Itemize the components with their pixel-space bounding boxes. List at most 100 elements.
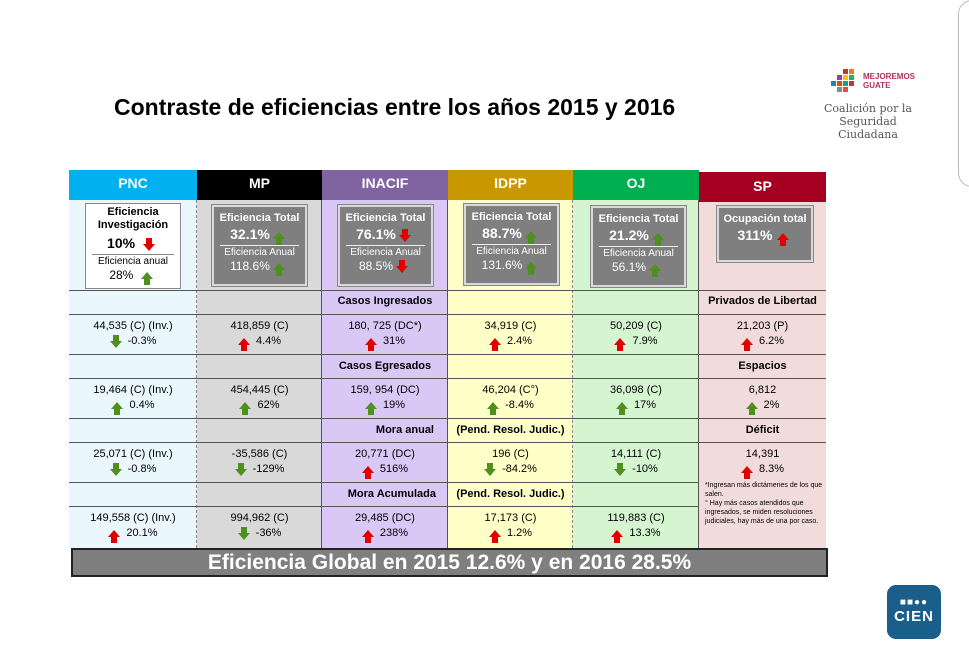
label-mora-anual: Mora anual [322,424,448,436]
header-sp: SP [699,172,826,202]
mp-annual-label: Eficiencia Anual [220,245,299,258]
change-value: 6.2% [758,335,785,347]
arrow-up-icon [237,337,250,351]
arrow-up-icon [361,465,374,479]
table-cell: 19,464 (C) (Inv.) 0.4% [69,383,197,415]
arrow-up-icon [651,232,664,246]
cell-value: 25,071 (C) (Inv.) [93,448,173,460]
divider [69,482,699,483]
table-cell: -35,586 (C) -129% [197,447,322,477]
cell-change: 238% [322,526,448,543]
logo-subtitle-1: Coalición por la [823,102,912,115]
arrow-up-icon [611,529,624,543]
table-cell: 20,771 (DC) 516% [322,447,448,479]
table-cell: 180, 725 (DC*) 31% [322,319,448,351]
table-cell: 6,812 2% [699,383,826,415]
divider [196,200,197,548]
page-title: Contraste de eficiencias entre los años … [114,94,676,120]
cell-value: 50,209 (C) [610,320,662,332]
table-cell: 994,962 (C) -36% [197,511,322,541]
divider [69,314,826,315]
cell-value: 44,535 (C) (Inv.) [93,320,173,332]
cell-change: -0.3% [69,334,197,349]
cell-change: -0.8% [69,462,197,477]
cell-value: 119,883 (C) [607,512,665,524]
label-pend-resol-2: (Pend. Resol. Judic.) [456,488,565,500]
header-oj: OJ [573,170,699,200]
divider [572,200,573,548]
cell-change: -36% [197,526,322,541]
arrow-up-icon [524,230,537,244]
arrow-up-icon [487,401,500,415]
cell-change: 13.3% [573,526,699,543]
cell-value: 14,111 (C) [610,448,662,460]
oj-total-label: Eficiencia Total [598,213,679,225]
cell-value: 17,173 (C) [484,512,537,524]
divider [69,290,826,291]
change-value: -129% [252,463,285,475]
table-cell: 17,173 (C) 1.2% [448,511,573,543]
cell-change: 62% [197,398,322,415]
mp-total-value: 32.1% [230,226,270,242]
arrow-up-icon [745,401,758,415]
oj-annual-label: Eficiencia Anual [599,246,678,259]
cell-value: 994,962 (C) [230,512,289,524]
change-value: 238% [379,527,409,539]
cell-value: 159, 954 (DC) [350,384,420,396]
change-value: 8.3% [758,463,785,475]
arrow-up-icon [140,272,153,286]
idpp-efficiency-box: Eficiencia Total 88.7% Eficiencia Anual … [463,203,560,286]
cell-change: 2.4% [448,334,573,351]
table-cell: 454,445 (C) 62% [197,383,322,415]
table-cell: 34,919 (C) 2.4% [448,319,573,351]
cell-change: -84.2% [448,462,573,477]
pnc-box-annual-value: 28% [109,268,134,282]
header-inacif: INACIF [322,170,448,200]
arrow-up-icon [364,401,377,415]
arrow-up-icon [361,529,374,543]
cell-value: -35,586 (C) [231,448,288,460]
pnc-box-value: 10% [107,235,136,251]
table-cell: 25,071 (C) (Inv.) -0.8% [69,447,197,477]
cien-logo-dots: ■■●● [899,597,929,608]
divider [69,506,699,507]
divider [447,200,448,548]
table-cell: 44,535 (C) (Inv.) -0.3% [69,319,197,349]
cell-change: 17% [573,398,699,415]
change-value: 13.3% [629,527,661,539]
change-value: 2% [763,399,780,411]
table-cell: 418,859 (C) 4.4% [197,319,322,351]
cell-change: -10% [573,462,699,477]
cell-change: -8.4% [448,398,573,415]
label-casos-egresados: Casos Egresados [338,360,432,372]
arrow-up-icon [615,401,628,415]
cell-change: 0.4% [69,398,197,415]
change-value: -10% [632,463,658,475]
change-value: -0.8% [127,463,157,475]
divider [698,200,699,548]
sp-occupancy-label: Ocupación total [723,213,807,225]
table-cell: 36,098 (C) 17% [573,383,699,415]
arrow-up-icon [614,337,627,351]
sp-occupancy-box: Ocupación total 311% [716,205,814,263]
mp-total-label: Eficiencia Total [219,212,300,224]
header-pnc: PNC [69,170,197,200]
arrow-down-icon [109,462,122,476]
oj-total-value: 21.2% [609,227,649,243]
inacif-total-label: Eficiencia Total [345,212,426,224]
change-value: 516% [379,463,409,475]
change-value: 17% [633,399,657,411]
change-value: 31% [382,335,406,347]
label-mora-acumulada: Mora Acumulada [322,488,448,500]
table-cell: 159, 954 (DC) 19% [322,383,448,415]
efficiency-table: PNC MP INACIF IDPP OJ SP Eficiencia Inve… [69,170,826,574]
divider [69,354,826,355]
divider [69,442,826,443]
cell-value: 20,771 (DC) [355,448,415,460]
cell-value: 14,391 [745,448,780,460]
arrow-up-icon [272,263,285,277]
arrow-down-icon [237,526,250,540]
arrow-down-icon [234,462,247,476]
oj-annual-value: 56.1% [611,260,647,274]
sp-footnote: *Ingresan más dictámenes de los que sale… [705,481,823,526]
